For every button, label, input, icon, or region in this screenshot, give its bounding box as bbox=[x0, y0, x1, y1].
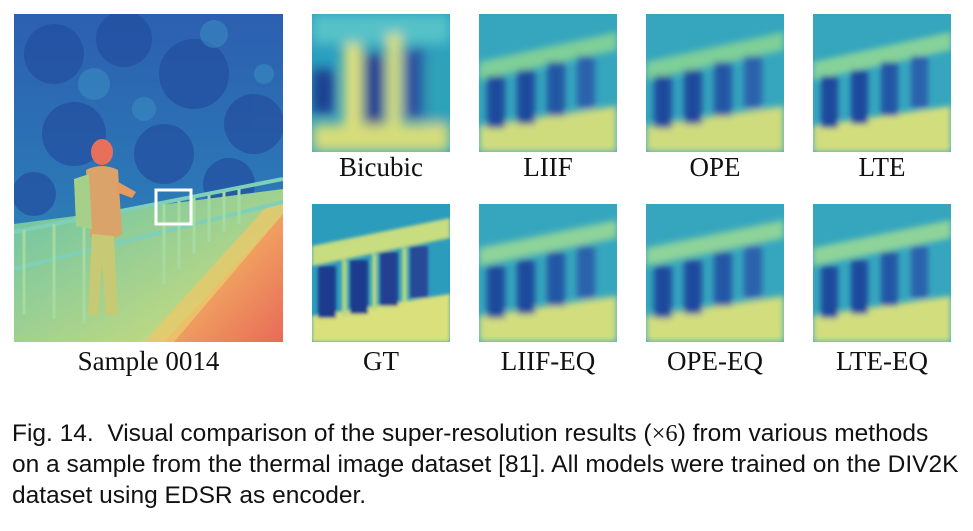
crop-liif-eq bbox=[479, 204, 617, 342]
figure-caption: Fig. 14. Visual comparison of the super-… bbox=[12, 418, 962, 511]
sample-label: Sample 0014 bbox=[77, 346, 220, 376]
caption-math: ×6 bbox=[651, 420, 678, 447]
caption-text-2: ) from various methods on a sample from … bbox=[12, 420, 959, 509]
crop-ope bbox=[646, 14, 784, 152]
caption-text-1: Visual comparison of the super-resolutio… bbox=[107, 420, 652, 447]
label-ope: OPE bbox=[689, 152, 741, 182]
label-bicubic: Bicubic bbox=[339, 152, 423, 182]
label-gt: GT bbox=[363, 346, 399, 376]
label-lte-eq: LTE-EQ bbox=[836, 346, 928, 376]
thermal-sample-image bbox=[12, 11, 284, 342]
caption-prefix: Fig. 14. bbox=[12, 420, 94, 447]
crop-ope-eq bbox=[646, 204, 784, 342]
crop-bicubic bbox=[312, 14, 450, 152]
crop-gt bbox=[312, 204, 450, 342]
crop-lte-eq bbox=[813, 204, 951, 342]
label-lte: LTE bbox=[858, 152, 906, 182]
label-ope-eq: OPE-EQ bbox=[667, 346, 763, 376]
crop-lte bbox=[813, 14, 951, 152]
label-liif-eq: LIIF-EQ bbox=[500, 346, 596, 376]
label-liif: LIIF bbox=[523, 152, 573, 182]
crop-liif bbox=[479, 14, 617, 152]
